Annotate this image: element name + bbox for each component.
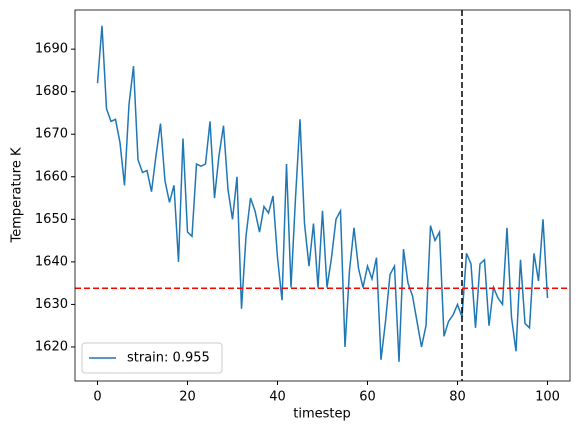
x-tick-label: 80 — [449, 390, 466, 405]
x-tick-label: 100 — [535, 390, 560, 405]
y-tick-label: 1680 — [35, 84, 68, 99]
x-tick-label: 40 — [269, 390, 286, 405]
x-tick-label: 20 — [179, 390, 196, 405]
x-tick-label: 0 — [93, 390, 101, 405]
x-tick-label: 60 — [359, 390, 376, 405]
y-tick-label: 1640 — [35, 254, 68, 269]
y-tick-label: 1630 — [35, 297, 68, 312]
y-tick-label: 1660 — [35, 169, 68, 184]
y-tick-label: 1690 — [35, 42, 68, 57]
y-tick-label: 1650 — [35, 212, 68, 227]
x-axis-label: timestep — [293, 407, 351, 422]
plot-frame — [74, 9, 571, 382]
legend-label: strain: 0.955 — [127, 351, 210, 366]
data-line — [96, 25, 549, 362]
y-tick-label: 1620 — [35, 339, 68, 354]
legend-box — [81, 342, 223, 374]
y-axis-label: Temperature K — [10, 147, 25, 243]
y-tick-label: 1670 — [35, 127, 68, 142]
